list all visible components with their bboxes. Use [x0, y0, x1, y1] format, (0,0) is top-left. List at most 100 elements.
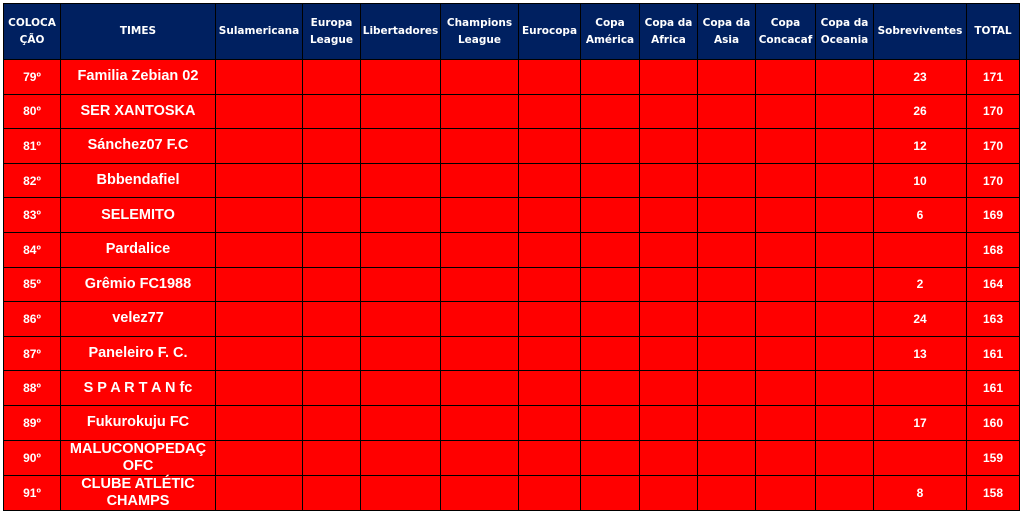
table-cell: [697, 59, 756, 95]
table-cell: [302, 439, 361, 476]
team-cell: S P A R T A N fc: [60, 370, 216, 406]
table-cell: [302, 93, 361, 130]
table-row: 86º velez77 24 163: [3, 301, 1020, 337]
table-cell: [215, 59, 303, 95]
table-cell: [360, 439, 441, 476]
table-cell: [440, 197, 519, 233]
table-cell: [815, 266, 874, 303]
team-cell: CLUBE ATLÉTIC CHAMPS: [60, 474, 216, 511]
team-cell: SELEMITO: [60, 197, 216, 233]
column-header: Champions League: [440, 3, 519, 60]
table-cell: [518, 404, 581, 441]
total-cell: 170: [966, 162, 1020, 199]
position-cell: 88º: [3, 370, 61, 406]
table-cell: [755, 93, 816, 130]
table-cell: [215, 474, 303, 511]
table-cell: [697, 404, 756, 441]
table-cell: [580, 231, 640, 268]
survivors-cell: [873, 370, 967, 406]
position-cell: 87º: [3, 335, 61, 372]
table-cell: [302, 474, 361, 511]
table-cell: [697, 370, 756, 406]
table-cell: [302, 370, 361, 406]
table-cell: [580, 128, 640, 164]
table-row: 90º MALUCONOPEDAÇ OFC 159: [3, 439, 1020, 476]
table-row: 82º Bbbendafiel 10 170: [3, 162, 1020, 199]
table-cell: [639, 162, 698, 199]
column-header: Copa América: [580, 3, 640, 60]
table-cell: [302, 197, 361, 233]
table-cell: [697, 439, 756, 476]
survivors-cell: 6: [873, 197, 967, 233]
table-cell: [518, 93, 581, 130]
table-cell: [639, 266, 698, 303]
table-cell: [302, 162, 361, 199]
total-cell: 160: [966, 404, 1020, 441]
ranking-table: COLOCA ÇÃO TIMES Sulamericana Europa League…: [3, 3, 1020, 511]
table-cell: [580, 439, 640, 476]
total-cell: 163: [966, 301, 1020, 337]
table-cell: [755, 162, 816, 199]
column-header: Eurocopa: [518, 3, 581, 60]
total-cell: 170: [966, 93, 1020, 130]
table-cell: [755, 59, 816, 95]
column-header: TIMES: [60, 3, 216, 60]
table-cell: [755, 335, 816, 372]
table-cell: [302, 231, 361, 268]
survivors-cell: 13: [873, 335, 967, 372]
table-cell: [215, 335, 303, 372]
table-cell: [302, 404, 361, 441]
total-cell: 168: [966, 231, 1020, 268]
table-cell: [215, 370, 303, 406]
table-row: 91º CLUBE ATLÉTIC CHAMPS 8 158: [3, 474, 1020, 511]
table-row: 89º Fukurokuju FC 17 160: [3, 404, 1020, 441]
table-cell: [215, 162, 303, 199]
table-cell: [815, 93, 874, 130]
table-cell: [360, 266, 441, 303]
table-cell: [697, 266, 756, 303]
table-cell: [215, 93, 303, 130]
table-cell: [360, 370, 441, 406]
table-cell: [518, 197, 581, 233]
table-cell: [440, 335, 519, 372]
table-cell: [580, 370, 640, 406]
table-cell: [518, 335, 581, 372]
team-cell: Grêmio FC1988: [60, 266, 216, 303]
column-header: Copa da Oceania: [815, 3, 874, 60]
survivors-cell: 2: [873, 266, 967, 303]
table-cell: [580, 404, 640, 441]
total-cell: 161: [966, 335, 1020, 372]
team-cell: Fukurokuju FC: [60, 404, 216, 441]
position-cell: 80º: [3, 93, 61, 130]
table-cell: [360, 404, 441, 441]
total-cell: 164: [966, 266, 1020, 303]
table-cell: [580, 474, 640, 511]
table-cell: [440, 231, 519, 268]
position-cell: 82º: [3, 162, 61, 199]
survivors-cell: [873, 439, 967, 476]
table-cell: [815, 231, 874, 268]
position-cell: 86º: [3, 301, 61, 337]
survivors-cell: 17: [873, 404, 967, 441]
table-cell: [815, 404, 874, 441]
table-cell: [518, 162, 581, 199]
table-cell: [815, 439, 874, 476]
table-cell: [755, 197, 816, 233]
table-cell: [360, 301, 441, 337]
table-cell: [697, 128, 756, 164]
table-cell: [215, 301, 303, 337]
team-cell: MALUCONOPEDAÇ OFC: [60, 439, 216, 476]
table-cell: [580, 59, 640, 95]
table-cell: [639, 197, 698, 233]
table-cell: [440, 301, 519, 337]
table-cell: [360, 474, 441, 511]
table-cell: [755, 301, 816, 337]
table-cell: [440, 404, 519, 441]
position-cell: 81º: [3, 128, 61, 164]
table-cell: [440, 93, 519, 130]
table-cell: [302, 59, 361, 95]
table-cell: [639, 439, 698, 476]
table-cell: [697, 231, 756, 268]
table-cell: [815, 370, 874, 406]
column-header: Libertadores: [360, 3, 441, 60]
